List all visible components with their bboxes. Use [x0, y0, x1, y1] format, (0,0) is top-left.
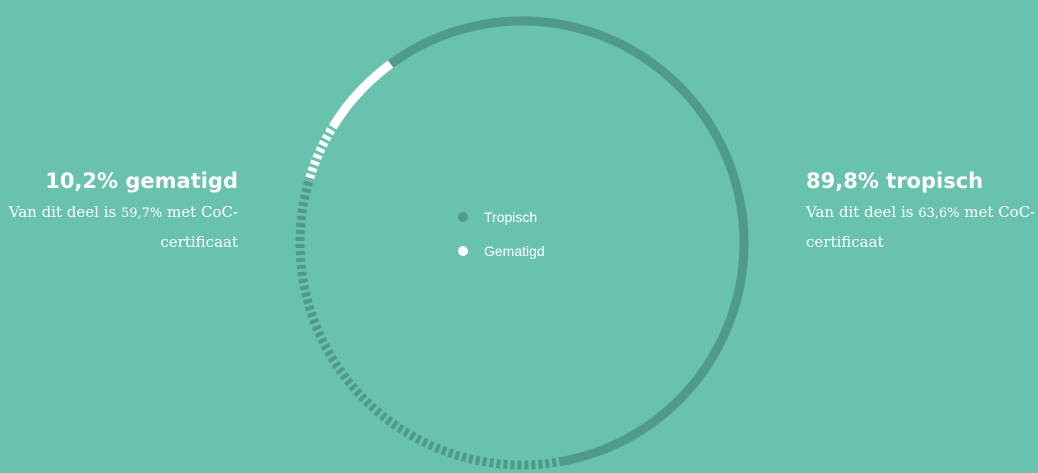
ring-segment-tropisch-uncertified: [295, 176, 564, 470]
legend-dot-tropisch: [458, 212, 468, 222]
ring-segment-gematigd-certified: [329, 60, 394, 129]
chart-legend: Tropisch Gematigd: [458, 208, 545, 276]
tropisch-summary: 89,8% tropisch Van dit deel is 63,6% met…: [806, 168, 1038, 257]
legend-item-tropisch[interactable]: Tropisch: [458, 208, 545, 226]
legend-label-gematigd: Gematigd: [484, 243, 545, 259]
legend-item-gematigd[interactable]: Gematigd: [458, 242, 545, 260]
tropisch-heading: 89,8% tropisch: [806, 169, 984, 193]
tropisch-description: Van dit deel is 63,6% met CoC-certificaa…: [806, 203, 1036, 251]
gematigd-description: Van dit deel is 59,7% met CoC-certificaa…: [8, 203, 238, 251]
ring-segment-gematigd-uncertified: [305, 123, 338, 180]
gematigd-heading: 10,2% gematigd: [45, 169, 238, 193]
ring-segment-tropisch-certified: [387, 16, 749, 466]
gematigd-summary: 10,2% gematigd Van dit deel is 59,7% met…: [0, 168, 238, 257]
legend-label-tropisch: Tropisch: [484, 209, 538, 225]
legend-dot-gematigd: [458, 246, 468, 256]
